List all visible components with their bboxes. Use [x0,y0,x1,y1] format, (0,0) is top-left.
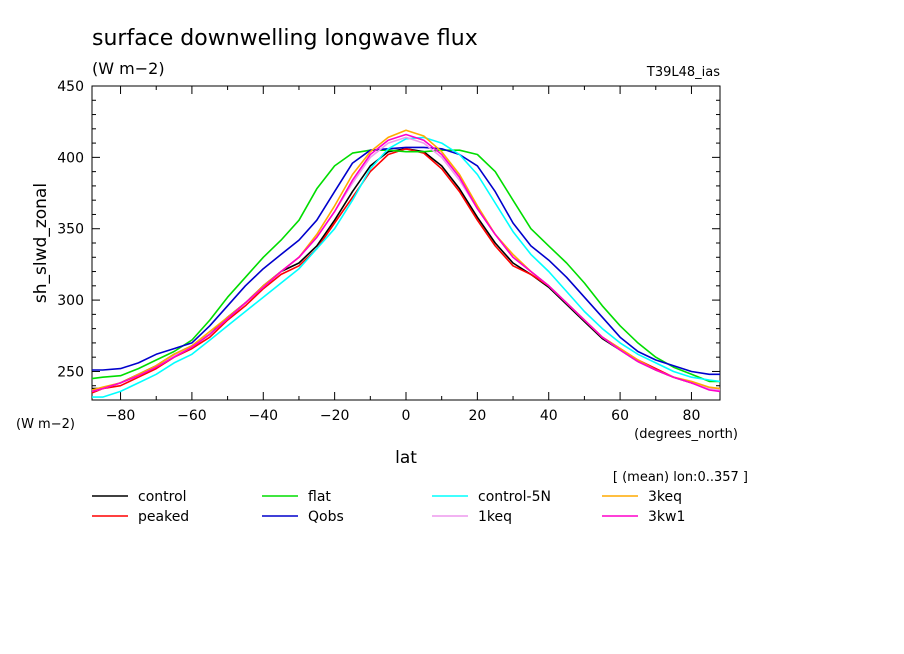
y-axis-units: (W m−2) [16,417,75,432]
x-tick-label: 60 [611,408,629,424]
y-tick-label: 350 [57,222,84,238]
x-axis-label: lat [395,448,417,468]
series-line-3keq [91,129,721,391]
y-tick-label: 300 [57,293,84,309]
legend-label: peaked [138,509,189,525]
y-tick-label: 400 [57,150,84,166]
y-axis-label: sh_slwd_zonal [31,183,51,303]
x-tick-label: −60 [177,408,207,424]
series-group [91,129,721,398]
chart-title: surface downwelling longwave flux [92,26,478,51]
x-tick-label: 80 [683,408,701,424]
legend-label: 3keq [648,489,682,505]
series-line-control-5n [92,136,721,398]
x-axis-units: (degrees_north) [634,427,738,442]
series-line-qobs [92,146,720,376]
legend-label: 3kw1 [648,509,685,525]
legend-label: 1keq [478,509,512,525]
chart-units: (W m−2) [92,59,165,78]
x-tick-label: −20 [320,408,350,424]
legend: control peaked flat Qobs control-5N 1keq 3keq 3… [92,489,685,525]
series-line-3kw1 [91,133,721,393]
run-label: T39L48_ias [646,65,720,80]
x-tick-label: 0 [402,408,411,424]
y-axis: 250 300 350 400 450 [57,79,720,401]
x-tick-label: 20 [468,408,486,424]
x-tick-label: −80 [106,408,136,424]
series-line-flat [91,149,720,383]
y-tick-label: 450 [57,79,84,95]
legend-label: flat [308,489,331,505]
y-tick-label: 250 [57,364,84,380]
legend-label: control-5N [478,489,551,505]
averaging-note: [ (mean) lon:0..357 ] [613,470,748,485]
x-tick-label: −40 [248,408,278,424]
x-tick-label: 40 [540,408,558,424]
legend-label: Qobs [308,509,344,525]
legend-label: control [138,489,187,505]
x-axis: −80 −60 −40 −20 0 20 40 60 80 [106,86,701,424]
